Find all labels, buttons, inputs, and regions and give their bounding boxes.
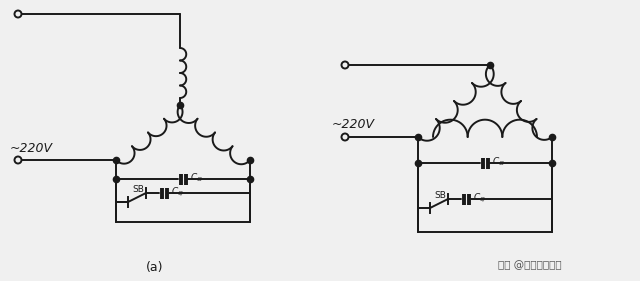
Text: SB: SB <box>132 185 144 194</box>
Text: 头条 @技成电工课堂: 头条 @技成电工课堂 <box>498 260 562 270</box>
Text: (a): (a) <box>147 262 164 275</box>
Text: $C_Q$: $C_Q$ <box>473 192 486 204</box>
Text: $C_G$: $C_G$ <box>190 172 203 184</box>
Text: ~220V: ~220V <box>332 119 375 132</box>
Text: $C_G$: $C_G$ <box>492 156 505 168</box>
Text: ~220V: ~220V <box>10 142 53 155</box>
Text: $C_Q$: $C_Q$ <box>171 185 184 198</box>
Text: SB: SB <box>434 191 446 201</box>
